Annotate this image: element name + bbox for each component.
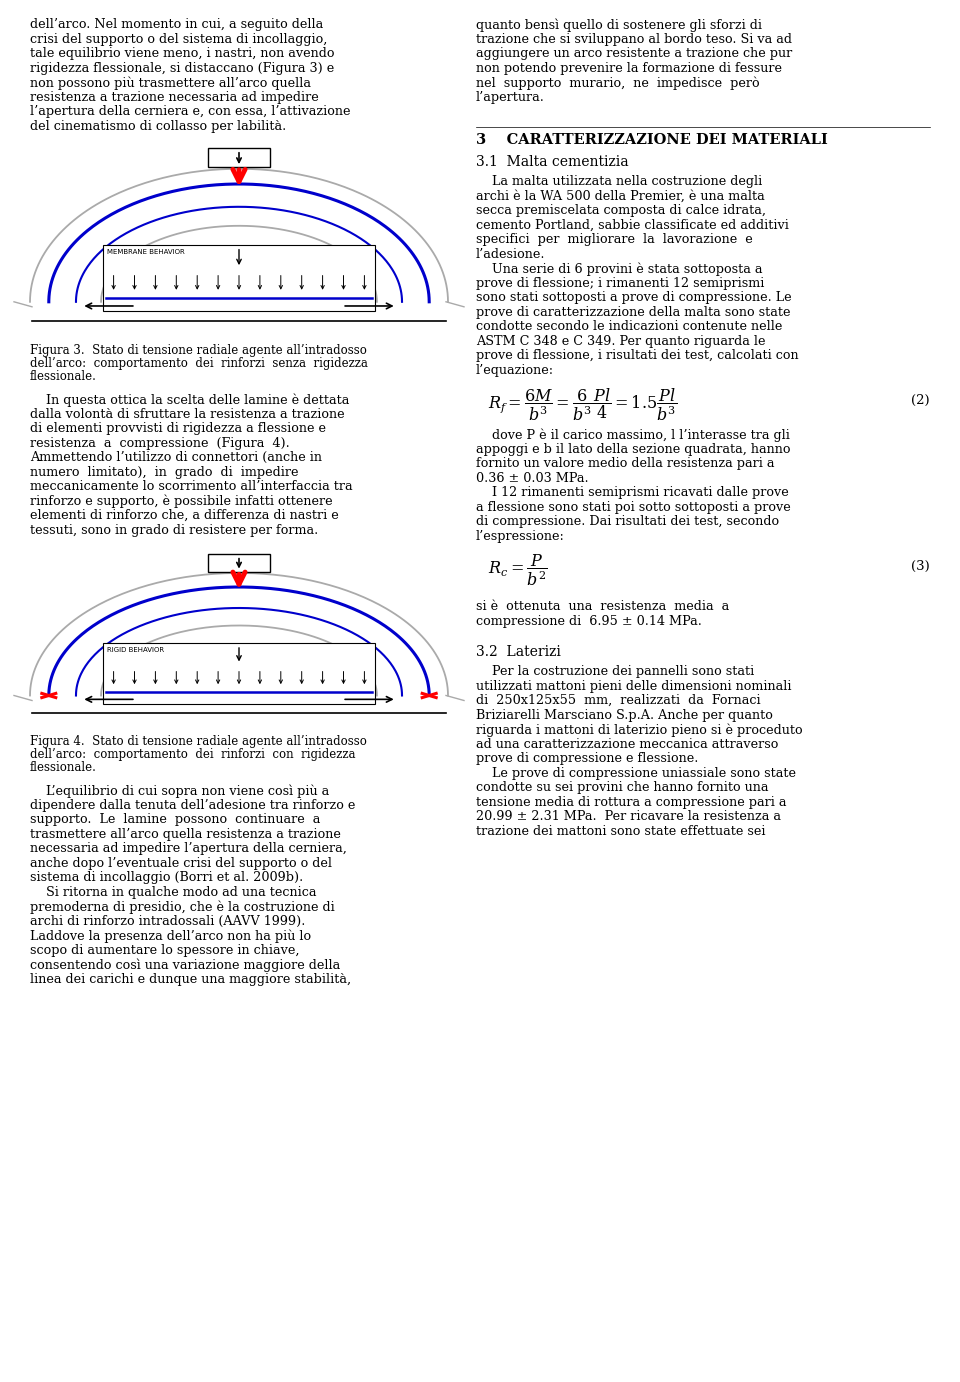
Text: Si ritorna in qualche modo ad una tecnica: Si ritorna in qualche modo ad una tecnic…: [30, 886, 317, 898]
Text: dipendere dalla tenuta dell’adesione tra rinforzo e: dipendere dalla tenuta dell’adesione tra…: [30, 799, 355, 811]
Text: ASTM C 348 e C 349. Per quanto riguarda le: ASTM C 348 e C 349. Per quanto riguarda …: [476, 334, 765, 347]
Bar: [207, 148, 271, 167]
Text: premoderna di presidio, che è la costruzione di: premoderna di presidio, che è la costruz…: [30, 900, 335, 914]
Text: l’adesione.: l’adesione.: [476, 247, 545, 260]
Text: Ammettendo l’utilizzo di connettori (anche in: Ammettendo l’utilizzo di connettori (anc…: [30, 451, 322, 464]
Text: Le prove di compressione uniassiale sono state: Le prove di compressione uniassiale sono…: [476, 767, 796, 779]
Text: compressione di  6.95 ± 0.14 MPa.: compressione di 6.95 ± 0.14 MPa.: [476, 615, 702, 627]
Text: 20.99 ± 2.31 MPa.  Per ricavare la resistenza a: 20.99 ± 2.31 MPa. Per ricavare la resist…: [476, 810, 781, 824]
Text: $R_c = \dfrac{P}{b^2}$: $R_c = \dfrac{P}{b^2}$: [488, 551, 547, 587]
Text: del cinematismo di collasso per labilità.: del cinematismo di collasso per labilità…: [30, 119, 286, 133]
Bar: [103, 643, 374, 705]
Text: La malta utilizzata nella costruzione degli: La malta utilizzata nella costruzione de…: [476, 176, 762, 188]
Text: dell’arco. Nel momento in cui, a seguito della: dell’arco. Nel momento in cui, a seguito…: [30, 18, 324, 30]
Text: riguarda i mattoni di laterizio pieno si è proceduto: riguarda i mattoni di laterizio pieno si…: [476, 723, 803, 737]
Text: condotte su sei provini che hanno fornito una: condotte su sei provini che hanno fornit…: [476, 781, 769, 795]
Text: dalla volontà di sfruttare la resistenza a trazione: dalla volontà di sfruttare la resistenza…: [30, 408, 345, 420]
Bar: [103, 245, 374, 311]
Text: trasmettere all’arco quella resistenza a trazione: trasmettere all’arco quella resistenza a…: [30, 828, 341, 840]
Text: rigidezza flessionale, si distaccano (Figura 3) e: rigidezza flessionale, si distaccano (Fi…: [30, 62, 334, 75]
Bar: [207, 554, 271, 572]
Text: prove di compressione e flessione.: prove di compressione e flessione.: [476, 752, 698, 766]
Text: meccanicamente lo scorrimento all’interfaccia tra: meccanicamente lo scorrimento all’interf…: [30, 480, 352, 493]
Text: Briziarelli Marsciano S.p.A. Anche per quanto: Briziarelli Marsciano S.p.A. Anche per q…: [476, 709, 773, 721]
Text: Laddove la presenza dell’arco non ha più lo: Laddove la presenza dell’arco non ha più…: [30, 929, 311, 943]
Text: trazione che si sviluppano al bordo teso. Si va ad: trazione che si sviluppano al bordo teso…: [476, 33, 792, 46]
Text: condotte secondo le indicazioni contenute nelle: condotte secondo le indicazioni contenut…: [476, 321, 782, 333]
Text: 0.36 ± 0.03 MPa.: 0.36 ± 0.03 MPa.: [476, 471, 588, 485]
Text: specifici  per  migliorare  la  lavorazione  e: specifici per migliorare la lavorazione …: [476, 234, 753, 246]
Text: Una serie di 6 provini è stata sottoposta a: Una serie di 6 provini è stata sottopost…: [476, 263, 762, 275]
Text: l’apertura.: l’apertura.: [476, 90, 545, 104]
Text: 3    CARATTERIZZAZIONE DEI MATERIALI: 3 CARATTERIZZAZIONE DEI MATERIALI: [476, 133, 828, 146]
Text: resistenza  a  compressione  (Figura  4).: resistenza a compressione (Figura 4).: [30, 437, 290, 449]
Text: (3): (3): [911, 560, 930, 574]
Text: sono stati sottoposti a prove di compressione. Le: sono stati sottoposti a prove di compres…: [476, 292, 792, 304]
Text: elementi di rinforzo che, a differenza di nastri e: elementi di rinforzo che, a differenza d…: [30, 509, 339, 522]
Text: MEMBRANE BEHAVIOR: MEMBRANE BEHAVIOR: [108, 249, 185, 254]
Text: Figura 3.  Stato di tensione radiale agente all’intradosso: Figura 3. Stato di tensione radiale agen…: [30, 344, 367, 357]
Text: fornito un valore medio della resistenza pari a: fornito un valore medio della resistenza…: [476, 457, 775, 470]
Text: prove di flessione, i risultati dei test, calcolati con: prove di flessione, i risultati dei test…: [476, 350, 799, 362]
Text: dell’arco:  comportamento  dei  rinforzi  senza  rigidezza: dell’arco: comportamento dei rinforzi se…: [30, 357, 368, 370]
Text: necessaria ad impedire l’apertura della cerniera,: necessaria ad impedire l’apertura della …: [30, 842, 347, 855]
Text: $R_f = \dfrac{6M}{b^3} = \dfrac{6}{b^3}\dfrac{Pl}{4} = 1.5\dfrac{Pl}{b^3}$: $R_f = \dfrac{6M}{b^3} = \dfrac{6}{b^3}\…: [488, 386, 678, 423]
Text: archi è la WA 500 della Premier, è una malta: archi è la WA 500 della Premier, è una m…: [476, 189, 765, 203]
Text: ad una caratterizzazione meccanica attraverso: ad una caratterizzazione meccanica attra…: [476, 738, 779, 750]
Text: 3.2  Laterizi: 3.2 Laterizi: [476, 645, 561, 659]
Text: RIGID BEHAVIOR: RIGID BEHAVIOR: [108, 647, 164, 654]
Text: appoggi e b il lato della sezione quadrata, hanno: appoggi e b il lato della sezione quadra…: [476, 442, 790, 456]
Text: Figura 4.  Stato di tensione radiale agente all’intradosso: Figura 4. Stato di tensione radiale agen…: [30, 735, 367, 748]
Text: rinforzo e supporto, è possibile infatti ottenere: rinforzo e supporto, è possibile infatti…: [30, 495, 332, 509]
Text: l’espressione:: l’espressione:: [476, 529, 564, 543]
Text: I 12 rimanenti semiprismi ricavati dalle prove: I 12 rimanenti semiprismi ricavati dalle…: [476, 486, 789, 499]
Text: l’apertura della cerniera e, con essa, l’attivazione: l’apertura della cerniera e, con essa, l…: [30, 105, 350, 117]
Text: dell’arco:  comportamento  dei  rinforzi  con  rigidezza: dell’arco: comportamento dei rinforzi co…: [30, 748, 355, 761]
Text: prove di caratterizzazione della malta sono state: prove di caratterizzazione della malta s…: [476, 305, 790, 318]
Text: (2): (2): [911, 394, 930, 408]
Text: cemento Portland, sabbie classificate ed additivi: cemento Portland, sabbie classificate ed…: [476, 218, 789, 232]
Text: utilizzati mattoni pieni delle dimensioni nominali: utilizzati mattoni pieni delle dimension…: [476, 680, 791, 692]
Text: nel  supporto  murario,  ne  impedisce  però: nel supporto murario, ne impedisce però: [476, 76, 759, 90]
Text: di elementi provvisti di rigidezza a flessione e: di elementi provvisti di rigidezza a fle…: [30, 422, 326, 435]
Text: dove P è il carico massimo, l l’interasse tra gli: dove P è il carico massimo, l l’interass…: [476, 428, 790, 441]
Text: L’equilibrio di cui sopra non viene così più a: L’equilibrio di cui sopra non viene così…: [30, 784, 329, 797]
Text: flessionale.: flessionale.: [30, 761, 97, 774]
Text: tensione media di rottura a compressione pari a: tensione media di rottura a compressione…: [476, 796, 786, 808]
Text: prove di flessione; i rimanenti 12 semiprismi: prove di flessione; i rimanenti 12 semip…: [476, 276, 764, 289]
Text: aggiungere un arco resistente a trazione che pur: aggiungere un arco resistente a trazione…: [476, 47, 792, 59]
Text: Per la costruzione dei pannelli sono stati: Per la costruzione dei pannelli sono sta…: [476, 665, 755, 679]
Text: di  250x125x55  mm,  realizzati  da  Fornaci: di 250x125x55 mm, realizzati da Fornaci: [476, 694, 760, 708]
Text: l’equazione:: l’equazione:: [476, 363, 554, 376]
Text: tale equilibrio viene meno, i nastri, non avendo: tale equilibrio viene meno, i nastri, no…: [30, 47, 334, 59]
Text: resistenza a trazione necessaria ad impedire: resistenza a trazione necessaria ad impe…: [30, 90, 319, 104]
Text: secca premiscelata composta di calce idrata,: secca premiscelata composta di calce idr…: [476, 205, 766, 217]
Text: linea dei carichi e dunque una maggiore stabilità,: linea dei carichi e dunque una maggiore …: [30, 973, 351, 985]
Text: anche dopo l’eventuale crisi del supporto o del: anche dopo l’eventuale crisi del support…: [30, 857, 332, 869]
Text: non possono più trasmettere all’arco quella: non possono più trasmettere all’arco que…: [30, 76, 311, 90]
Text: non potendo prevenire la formazione di fessure: non potendo prevenire la formazione di f…: [476, 62, 782, 75]
Text: consentendo così una variazione maggiore della: consentendo così una variazione maggiore…: [30, 958, 340, 972]
Text: quanto bensì quello di sostenere gli sforzi di: quanto bensì quello di sostenere gli sfo…: [476, 18, 762, 32]
Text: In questa ottica la scelta delle lamine è dettata: In questa ottica la scelta delle lamine …: [30, 392, 349, 406]
Text: trazione dei mattoni sono state effettuate sei: trazione dei mattoni sono state effettua…: [476, 825, 765, 837]
Text: sistema di incollaggio (Borri et al. 2009b).: sistema di incollaggio (Borri et al. 200…: [30, 871, 303, 884]
Text: a flessione sono stati poi sotto sottoposti a prove: a flessione sono stati poi sotto sottopo…: [476, 500, 791, 514]
Text: archi di rinforzo intradossali (AAVV 1999).: archi di rinforzo intradossali (AAVV 199…: [30, 915, 305, 927]
Text: numero  limitato),  in  grado  di  impedire: numero limitato), in grado di impedire: [30, 466, 299, 478]
Text: flessionale.: flessionale.: [30, 370, 97, 383]
Text: scopo di aumentare lo spessore in chiave,: scopo di aumentare lo spessore in chiave…: [30, 944, 300, 956]
Text: di compressione. Dai risultati dei test, secondo: di compressione. Dai risultati dei test,…: [476, 515, 780, 528]
Text: supporto.  Le  lamine  possono  continuare  a: supporto. Le lamine possono continuare a: [30, 813, 321, 826]
Text: si è  ottenuta  una  resistenza  media  a: si è ottenuta una resistenza media a: [476, 600, 730, 614]
Text: tessuti, sono in grado di resistere per forma.: tessuti, sono in grado di resistere per …: [30, 524, 319, 536]
Text: 3.1  Malta cementizia: 3.1 Malta cementizia: [476, 155, 629, 169]
Text: crisi del supporto o del sistema di incollaggio,: crisi del supporto o del sistema di inco…: [30, 33, 327, 46]
